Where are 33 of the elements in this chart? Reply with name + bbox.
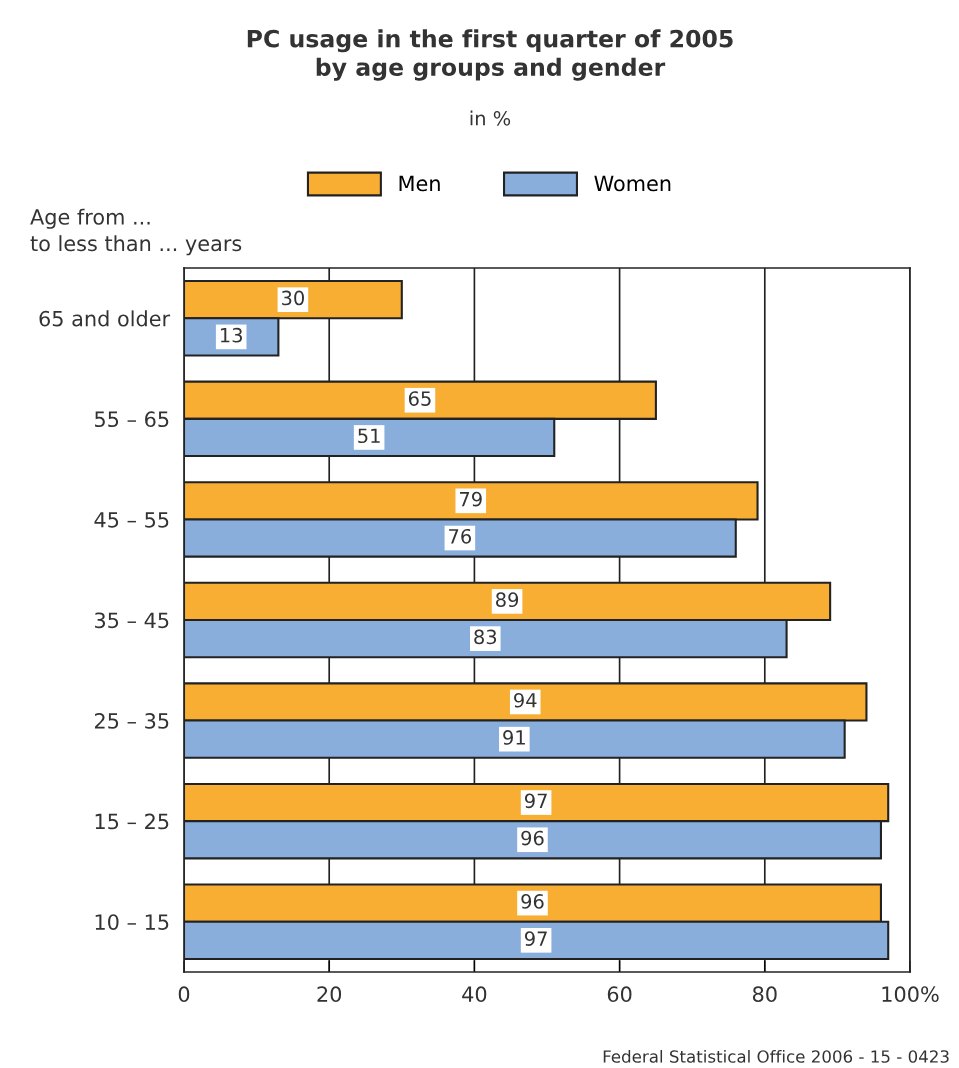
data-label: 30	[282, 290, 304, 306]
x-tick-label: 60	[607, 986, 632, 1003]
x-tick-label: 20	[317, 986, 342, 1003]
data-label: 76	[449, 528, 472, 544]
data-label: 65	[408, 391, 431, 406]
y-axis-title: Age from ... to less than ... years	[30, 208, 242, 256]
data-label: 96	[521, 830, 544, 846]
legend-label: Men	[399, 175, 440, 192]
data-label: 94	[514, 692, 537, 708]
x-tick-label: 0	[178, 986, 190, 1003]
y-tick-label: 65 and older	[39, 310, 171, 327]
x-tick-label: 80	[752, 986, 777, 1003]
data-label: 96	[521, 894, 544, 909]
text: Federal Statistical Office 2006 - 15 - 0423	[603, 1049, 949, 1063]
data-label: 13	[220, 327, 242, 343]
y-tick-label: 10 – 15	[95, 914, 169, 930]
y-tick-label: 45 – 55	[94, 512, 169, 528]
chart-title: PC usage in the first quarter of 2005 by age groups and gender	[247, 29, 733, 81]
data-label: 97	[524, 793, 547, 809]
y-tick-label: 15 – 25	[95, 813, 169, 830]
data-label: 89	[496, 592, 519, 608]
x-tick-label: 40	[462, 986, 487, 1003]
data-label: 51	[358, 428, 380, 444]
x-tick-label: 100%	[882, 986, 939, 1003]
data-label: 79	[459, 491, 482, 507]
data-label: 91	[503, 730, 525, 745]
data-label: 83	[474, 629, 497, 645]
y-tick-label: 55 – 65	[95, 411, 169, 428]
chart-subtitle: in %	[470, 110, 511, 126]
y-tick-label: 35 – 45	[95, 612, 169, 629]
legend-label: Women	[594, 175, 671, 192]
y-tick-label: 25 – 35	[94, 713, 169, 729]
data-label: 97	[524, 931, 547, 946]
